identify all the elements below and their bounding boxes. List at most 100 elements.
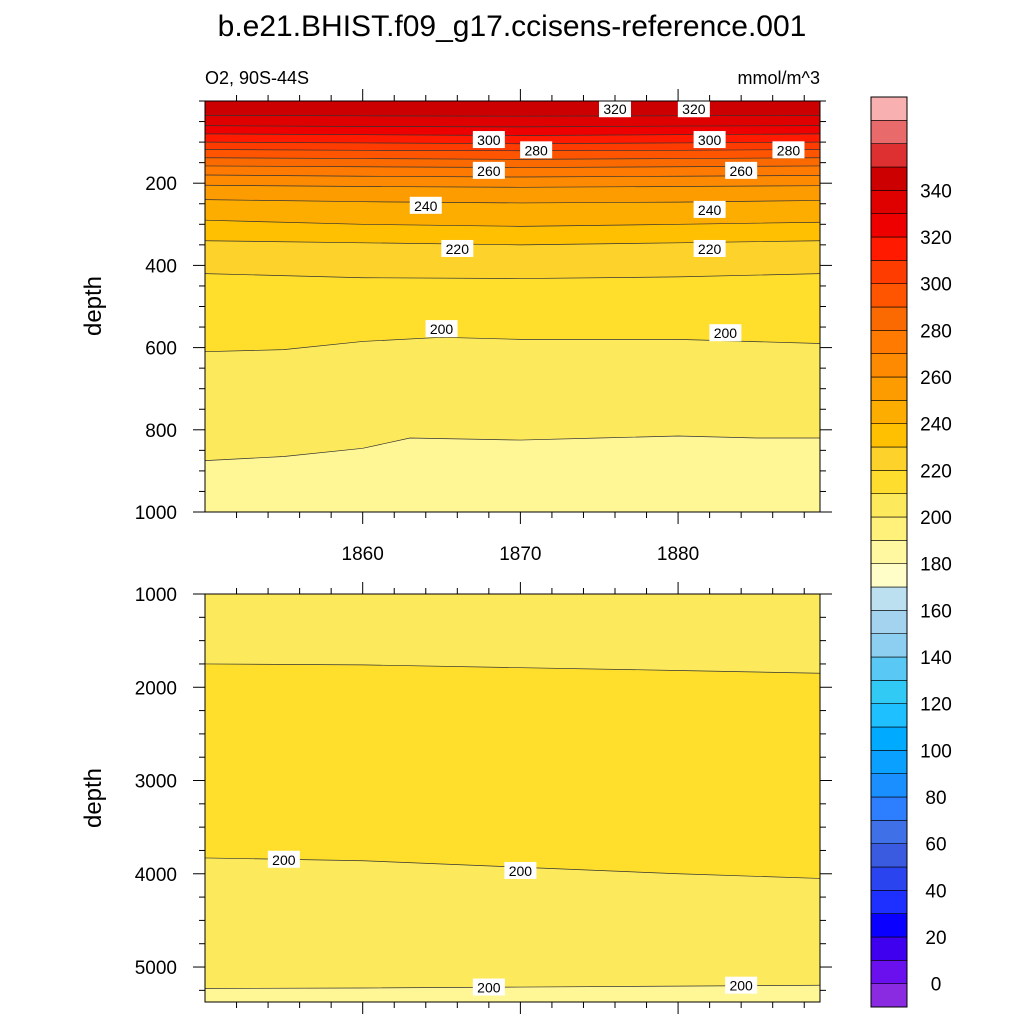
x-tick-label: 1860 <box>342 544 384 565</box>
contour-label: 200 <box>504 861 537 879</box>
colorbar-swatch <box>870 866 908 891</box>
contour-line-200 <box>205 435 820 461</box>
x-tick-label: 1870 <box>499 544 541 565</box>
lower-panel: 200 200 200 200 1000 2000 3000 4000 5000 depth <box>80 582 832 1014</box>
colorbar-swatch <box>870 400 908 424</box>
colorbar-label: 100 <box>920 741 952 762</box>
contour-line-340 <box>205 115 820 117</box>
y-axis-label: depth <box>80 276 107 336</box>
contour-label: 260 <box>472 161 505 179</box>
contour-label: 280 <box>772 141 805 159</box>
contour-label: 220 <box>441 239 474 257</box>
contour-line-190 <box>205 663 820 674</box>
contour-line-260 <box>205 184 820 188</box>
units-label: mmol/m^3 <box>738 68 820 88</box>
contour-line-220 <box>205 273 820 279</box>
colorbar-swatch <box>870 283 908 308</box>
y-tick-label: 1000 <box>135 503 177 524</box>
colorbar-swatch <box>870 703 908 728</box>
plot-frame <box>204 593 821 1003</box>
colorbar-swatch <box>870 213 908 238</box>
contour-label-text: 220 <box>698 241 722 257</box>
colorbar-label: 300 <box>920 275 952 296</box>
colorbar-swatch <box>870 563 908 588</box>
colorbar-swatch <box>870 470 908 494</box>
y-tick-label: 1000 <box>135 585 177 606</box>
colorbar-label: 240 <box>920 415 952 436</box>
contour-label: 240 <box>409 196 442 214</box>
contour-line-330 <box>205 125 820 128</box>
contour-label: 300 <box>472 131 505 149</box>
colorbar-swatch <box>870 306 908 331</box>
colorbar-label: 80 <box>925 788 946 809</box>
colorbar-label: 280 <box>920 321 952 342</box>
contour-band-340 <box>205 101 820 117</box>
contour-label-text: 200 <box>509 863 533 879</box>
colorbar-label: 20 <box>925 928 946 949</box>
contour-label-text: 260 <box>729 163 753 179</box>
y-tick-label: 2000 <box>135 678 177 699</box>
contour-label: 240 <box>693 200 726 218</box>
contour-label-text: 200 <box>729 978 753 994</box>
colorbar-swatch <box>870 656 908 681</box>
y-tick-label: 200 <box>145 174 177 195</box>
contour-label-text: 240 <box>414 198 438 214</box>
colorbar-label: 0 <box>931 975 942 996</box>
colorbar-swatch <box>870 750 908 774</box>
y-tick-label: 600 <box>145 339 177 360</box>
colorbar-swatch <box>870 120 908 144</box>
colorbar-swatch <box>870 190 908 214</box>
y-tick-label: 3000 <box>135 772 177 793</box>
colorbar-label: 180 <box>920 555 952 576</box>
y-tick-label: 5000 <box>135 958 177 979</box>
contour-label-text: 280 <box>524 142 548 158</box>
colorbar-label: 40 <box>925 881 946 902</box>
variable-region-label: O2, 90S-44S <box>205 68 309 88</box>
colorbar-swatch <box>870 796 908 821</box>
colorbar-swatch <box>870 166 908 191</box>
colorbar-swatch <box>870 260 908 284</box>
y-tick-label: 400 <box>145 256 177 277</box>
colorbar-swatch <box>870 820 908 844</box>
colorbar-label: 320 <box>920 228 952 249</box>
contour-label-text: 300 <box>477 132 501 148</box>
contour-label: 300 <box>693 131 726 149</box>
colorbar-swatch <box>870 586 908 611</box>
contour-label-text: 200 <box>477 980 501 996</box>
contour-label: 200 <box>472 978 505 996</box>
colorbar-label: 200 <box>920 508 952 529</box>
contour-label-text: 200 <box>430 321 454 337</box>
contour-label: 220 <box>693 239 726 257</box>
colorbar-swatch <box>870 610 908 634</box>
colorbar-swatch <box>870 890 908 914</box>
colorbar-swatch <box>870 376 908 401</box>
colorbar: 0 20 40 60 80 100 120 140 160 180 200 220 240 260 280 3… <box>870 96 952 1008</box>
y-tick-label: 800 <box>145 421 177 442</box>
contour-label-text: 240 <box>698 202 722 218</box>
colorbar-swatch <box>870 423 908 448</box>
colorbar-swatch <box>870 913 908 938</box>
y-tick-label: 4000 <box>135 865 177 886</box>
x-tick-label: 1880 <box>657 544 699 565</box>
colorbar-label: 220 <box>920 461 952 482</box>
colorbar-swatch <box>870 353 908 378</box>
colorbar-swatch <box>870 96 908 121</box>
contour-label: 320 <box>599 101 631 118</box>
contour-line-290 <box>205 157 820 160</box>
colorbar-swatch <box>870 540 908 564</box>
colorbar-swatch <box>870 773 908 798</box>
contour-label-text: 320 <box>603 101 627 117</box>
colorbar-swatch <box>870 143 908 168</box>
colorbar-label: 120 <box>920 695 952 716</box>
colorbar-swatch <box>870 843 908 868</box>
colorbar-swatch <box>870 493 908 518</box>
colorbar-label: 260 <box>920 368 952 389</box>
y-axis-label: depth <box>80 768 107 828</box>
colorbar-swatch <box>870 960 908 984</box>
colorbar-swatch <box>870 936 908 961</box>
contour-line-240 <box>205 219 820 227</box>
colorbar-label: 160 <box>920 601 952 622</box>
contour-label: 200 <box>267 850 300 868</box>
contour-label-text: 280 <box>777 142 801 158</box>
